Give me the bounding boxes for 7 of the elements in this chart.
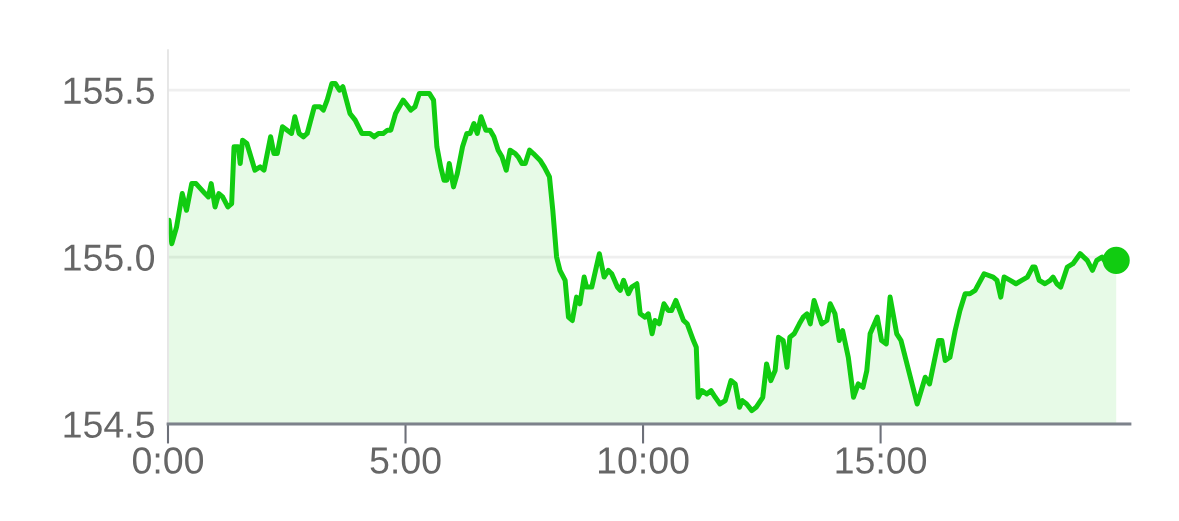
y-tick-label: 154.5 — [64, 411, 154, 438]
y-tick-label: 155.0 — [64, 244, 155, 271]
x-tick-label: 5:00 — [370, 447, 441, 474]
x-tick-label: 15:00 — [836, 447, 927, 474]
y-tick-label: 155.5 — [64, 77, 154, 105]
x-tick-label: 0:00 — [132, 447, 204, 474]
x-tick-label: 10:00 — [599, 447, 689, 474]
